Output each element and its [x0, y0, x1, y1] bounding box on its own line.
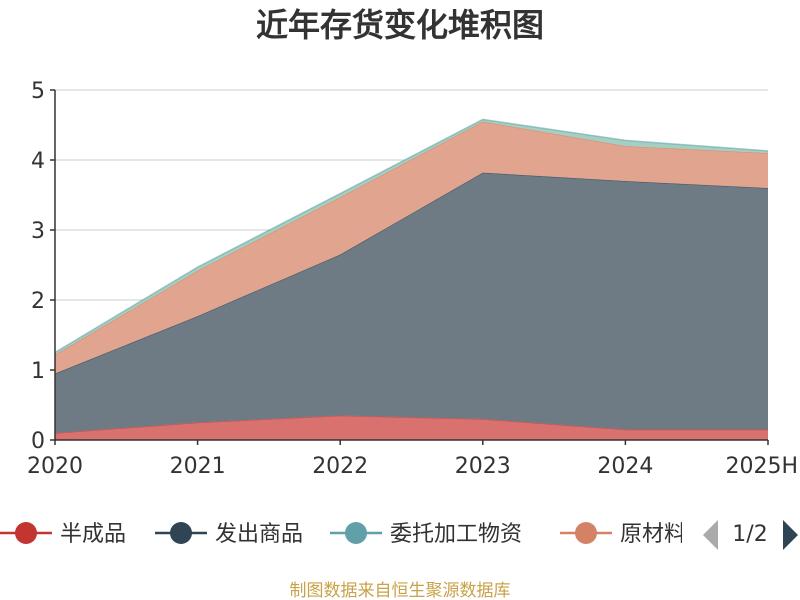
legend-marker: [170, 522, 192, 544]
legend-label: 委托加工物资: [390, 522, 522, 547]
source-note: 制图数据来自恒生聚源数据库: [290, 581, 511, 600]
x-tick-label-2020: 2020: [27, 454, 83, 479]
legend-marker: [15, 522, 37, 544]
area-原材料: [55, 121, 768, 374]
legend-item-委托加工物资[interactable]: 委托加工物资: [330, 522, 522, 547]
y-tick-label-0: 0: [31, 429, 45, 454]
legend-marker: [345, 522, 367, 544]
legend-item-发出商品[interactable]: 发出商品: [155, 522, 303, 547]
y-tick-label-5: 5: [31, 79, 45, 104]
legend: 半成品 发出商品 委托加工物资 原材料 1/2: [0, 520, 798, 550]
legend-item-原材料[interactable]: 原材料: [560, 522, 686, 547]
y-tick-label-3: 3: [31, 219, 45, 244]
area-发出商品: [55, 172, 768, 433]
y-tick-label-2: 2: [31, 289, 45, 314]
x-tick-label-2025H: 2025H: [725, 454, 798, 479]
legend-label: 原材料: [620, 522, 686, 547]
legend-pager: 1/2: [703, 520, 798, 550]
chart-title: 近年存货变化堆积图: [256, 6, 544, 44]
legend-label: 发出商品: [215, 522, 303, 547]
x-tick-label-2021: 2021: [170, 454, 226, 479]
triangle-right-icon[interactable]: [783, 520, 798, 550]
legend-item-半成品[interactable]: 半成品: [0, 522, 126, 547]
legend-marker: [575, 522, 597, 544]
axes: 0 1 2 3 4 5 2020 2021 2022 2023 2024 2025H: [27, 79, 798, 479]
y-tick-label-4: 4: [31, 149, 45, 174]
y-tick-label-1: 1: [31, 359, 45, 384]
area-半成品: [55, 415, 768, 440]
x-tick-label-2023: 2023: [455, 454, 511, 479]
legend-page-indicator: 1/2: [732, 522, 767, 547]
x-tick-label-2022: 2022: [312, 454, 368, 479]
legend-label: 半成品: [60, 522, 126, 547]
triangle-left-icon[interactable]: [703, 520, 718, 550]
area-series: [54, 118, 769, 440]
x-tick-label-2024: 2024: [597, 454, 653, 479]
line-委托加工物资: [54, 118, 769, 354]
